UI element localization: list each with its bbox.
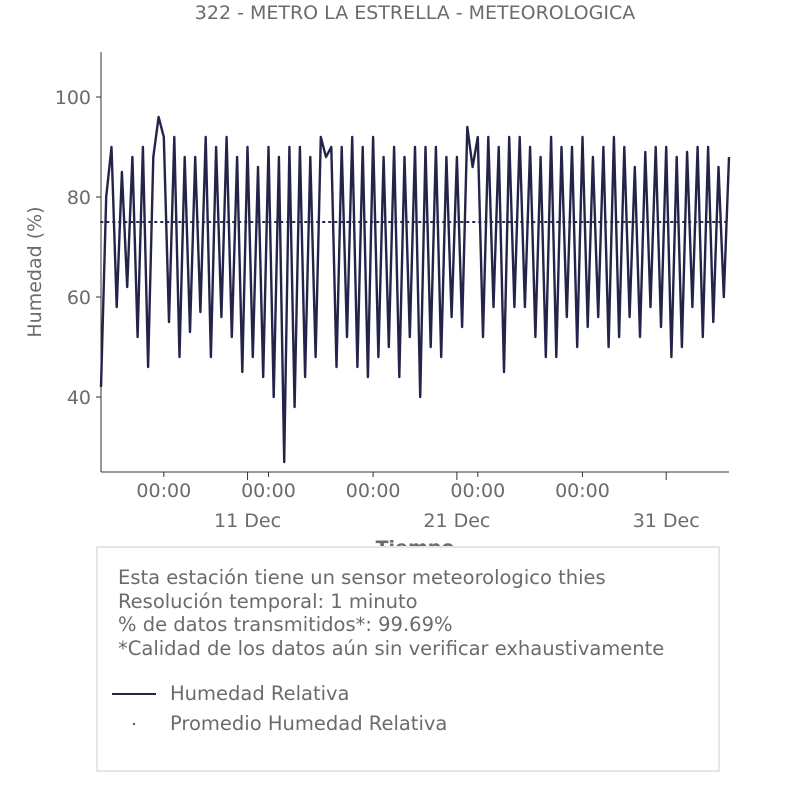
legend-item-average: Promedio Humedad Relativa xyxy=(112,712,447,735)
info-line-sensor: Esta estación tiene un sensor meteorolog… xyxy=(118,566,606,589)
info-line-quality: *Calidad de los datos aún sin verificar … xyxy=(118,636,665,660)
legend-label-humidity: Humedad Relativa xyxy=(170,682,350,705)
legend-box: Esta estación tiene un sensor meteorolog… xyxy=(96,546,720,772)
humidity-series-line xyxy=(99,115,731,464)
legend-label-average: Promedio Humedad Relativa xyxy=(170,712,448,735)
dotted-line-swatch-icon xyxy=(112,717,156,731)
y-tick-label: 100 xyxy=(55,87,91,109)
legend-item-humidity: Humedad Relativa xyxy=(112,682,350,705)
info-line-transmitted: % de datos transmitidos*: 99.69% xyxy=(118,613,453,636)
chart-title: 322 - METRO LA ESTRELLA - METEOROLOGICA xyxy=(194,2,636,24)
x-major-tick-label: 31 Dec xyxy=(633,510,700,532)
y-tick-label: 80 xyxy=(67,187,91,209)
x-major-tick-label: 11 Dec xyxy=(214,510,281,532)
y-tick-label: 40 xyxy=(67,387,91,409)
x-minor-tick-label: 00:00 xyxy=(555,480,610,502)
y-axis-label: Humedad (%) xyxy=(24,206,46,337)
solid-line-swatch-icon xyxy=(112,687,156,701)
x-minor-tick-label: 00:00 xyxy=(346,480,401,502)
x-minor-tick-label: 00:00 xyxy=(136,480,191,502)
x-minor-tick-label: 00:00 xyxy=(241,480,296,502)
station-info: Esta estación tiene un sensor meteorolog… xyxy=(118,566,664,660)
y-tick-label: 60 xyxy=(67,287,91,309)
info-line-resolution: Resolución temporal: 1 minuto xyxy=(118,589,418,613)
x-minor-tick-label: 00:00 xyxy=(450,480,505,502)
x-major-tick-label: 21 Dec xyxy=(423,510,490,532)
